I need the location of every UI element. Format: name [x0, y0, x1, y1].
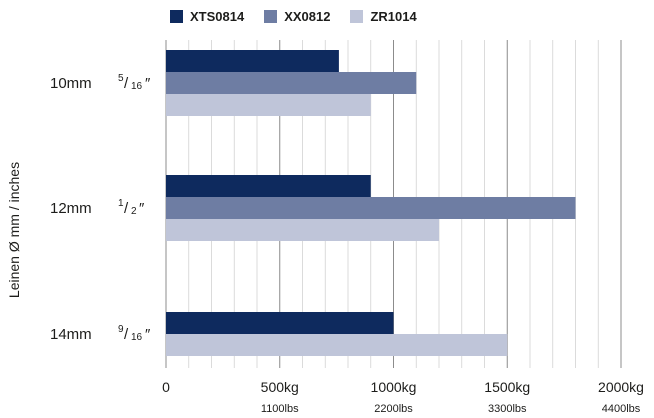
- category-label-inch-numerator: 1: [118, 198, 124, 209]
- bar-zr1014-12mm: [166, 219, 439, 241]
- bar-xts0814-14mm: [166, 312, 394, 334]
- x-tick-label: 1000kg: [371, 379, 417, 395]
- x-tick-sublabel: 2200lbs: [374, 403, 413, 415]
- category-label-inch-denominator: 2: [131, 206, 137, 217]
- legend-label-xx0812: XX0812: [284, 9, 331, 24]
- category-label-mm: 14mm: [50, 326, 92, 343]
- x-tick-label: 2000kg: [598, 379, 644, 395]
- y-axis-title: Leinen Ø mm / inches: [6, 162, 22, 298]
- chart-legend: XTS0814 XX0812 ZR1014: [170, 9, 417, 24]
- category-label-inch-slash: /: [124, 75, 129, 92]
- legend-item-zr1014: ZR1014: [350, 9, 417, 24]
- bar-zr1014-14mm: [166, 334, 508, 356]
- legend-item-xx0812: XX0812: [264, 9, 330, 24]
- category-label-inch-denominator: 16: [131, 332, 143, 343]
- category-label-inch-slash: /: [124, 200, 129, 217]
- bar-xts0814-12mm: [166, 175, 371, 197]
- bar-zr1014-10mm: [166, 94, 371, 116]
- legend-swatch-zr1014: [350, 10, 364, 23]
- category-label-inch-mark: ″: [145, 326, 151, 343]
- x-tick-label: 0: [162, 379, 170, 395]
- category-label-mm: 12mm: [50, 200, 92, 217]
- bar-xx0812-12mm: [166, 197, 576, 219]
- x-tick-label: 500kg: [261, 379, 299, 395]
- category-label-inch-denominator: 16: [131, 81, 143, 92]
- category-label-inch-numerator: 9: [118, 324, 124, 335]
- category-label-inch-numerator: 5: [118, 73, 124, 84]
- legend-label-zr1014: ZR1014: [370, 9, 417, 24]
- bar-xts0814-10mm: [166, 50, 339, 72]
- legend-item-xts0814: XTS0814: [170, 9, 244, 24]
- category-label-mm: 10mm: [50, 75, 92, 92]
- legend-swatch-xx0812: [264, 10, 278, 23]
- x-tick-label: 1500kg: [484, 379, 530, 395]
- category-label-inch-slash: /: [124, 326, 129, 343]
- legend-label-xts0814: XTS0814: [190, 9, 245, 24]
- x-tick-sublabel: 1100lbs: [261, 403, 299, 415]
- legend-swatch-xts0814: [170, 10, 183, 23]
- category-label-inch-mark: ″: [145, 75, 151, 92]
- x-tick-sublabel: 3300lbs: [488, 403, 527, 415]
- category-label-inch-mark: ″: [139, 200, 145, 217]
- bar-xx0812-10mm: [166, 72, 417, 94]
- x-tick-sublabel: 4400lbs: [602, 403, 641, 415]
